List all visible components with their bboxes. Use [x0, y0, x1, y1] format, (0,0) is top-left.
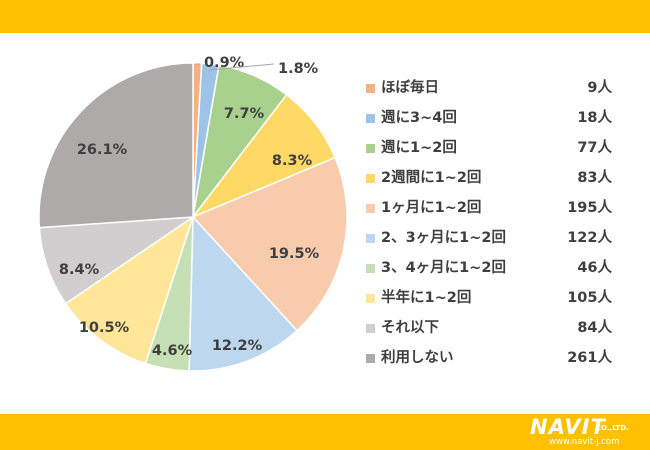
legend-item: 1ヶ月に1~2回 195人	[366, 197, 626, 227]
slice-percent-label: 12.2%	[212, 338, 263, 354]
legend-item: 2週間に1~2回 83人	[366, 167, 626, 197]
top-banner	[0, 0, 650, 33]
legend-label: それ以下	[381, 320, 439, 336]
pie-slice	[188, 215, 299, 372]
legend-label: 週に1~2回	[381, 140, 457, 156]
slice-percent-label: 4.6%	[152, 343, 193, 359]
legend-count: 77人	[577, 140, 612, 156]
logo-suffix: CO.,LTD.	[596, 424, 629, 432]
legend-item: 2、3ヶ月に1~2回 122人	[366, 227, 626, 257]
legend-swatch	[366, 294, 375, 303]
legend-label: 利用しない	[381, 350, 454, 366]
legend-label: 2、3ヶ月に1~2回	[381, 230, 507, 246]
slice-percent-label: 8.3%	[272, 153, 313, 169]
slice-percent-label: 0.9%	[204, 55, 245, 71]
legend-swatch	[366, 264, 375, 273]
legend-count: 105人	[567, 290, 612, 306]
slice-percent-label: 7.7%	[224, 106, 265, 122]
legend-label: ほぼ毎日	[381, 80, 439, 96]
legend-item: 利用しない 261人	[366, 347, 626, 377]
navit-logo: NAVIT CO.,LTD. www.navit-j.com	[530, 416, 642, 448]
slice-percent-label: 19.5%	[269, 246, 320, 262]
legend-count: 84人	[577, 320, 612, 336]
bottom-banner	[0, 414, 650, 450]
logo-name: NAVIT	[530, 415, 606, 439]
legend-count: 261人	[567, 350, 612, 366]
legend-count: 195人	[567, 200, 612, 216]
legend-swatch	[366, 144, 375, 153]
legend-swatch	[366, 174, 375, 183]
legend-swatch	[366, 354, 375, 363]
legend-item: それ以下 84人	[366, 317, 626, 347]
legend-item: 週に1~2回 77人	[366, 137, 626, 167]
legend-label: 1ヶ月に1~2回	[381, 200, 482, 216]
chart-legend: ほぼ毎日 9人週に3~4回 18人週に1~2回 77人 2週間に1~2回 83人 1ヶ月に1…	[366, 77, 626, 377]
legend-swatch	[366, 204, 375, 213]
slice-percent-label: 26.1%	[77, 142, 128, 158]
legend-item: ほぼ毎日 9人	[366, 77, 626, 107]
legend-swatch	[366, 234, 375, 243]
legend-label: 3、4ヶ月に1~2回	[381, 260, 507, 276]
pie-slice	[38, 62, 194, 229]
leader-line	[208, 63, 275, 71]
legend-swatch	[366, 84, 375, 93]
legend-swatch	[366, 114, 375, 123]
legend-item: 半年に1~2回 105人	[366, 287, 626, 317]
slice-percent-label: 1.8%	[278, 61, 319, 77]
slice-percent-label: 10.5%	[79, 320, 130, 336]
legend-swatch	[366, 324, 375, 333]
legend-item: 3、4ヶ月に1~2回 46人	[366, 257, 626, 287]
pie-slice	[64, 215, 195, 365]
logo-url: www.navit-j.com	[549, 437, 620, 447]
pie-slice	[191, 156, 348, 332]
legend-count: 83人	[577, 170, 612, 186]
legend-count: 46人	[577, 260, 612, 276]
legend-count: 9人	[587, 80, 612, 96]
slice-percent-label: 8.4%	[59, 262, 100, 278]
legend-label: 2週間に1~2回	[381, 170, 482, 186]
legend-item: 週に3~4回 18人	[366, 107, 626, 137]
legend-count: 122人	[567, 230, 612, 246]
legend-label: 半年に1~2回	[381, 290, 472, 306]
legend-label: 週に3~4回	[381, 110, 457, 126]
legend-count: 18人	[577, 110, 612, 126]
